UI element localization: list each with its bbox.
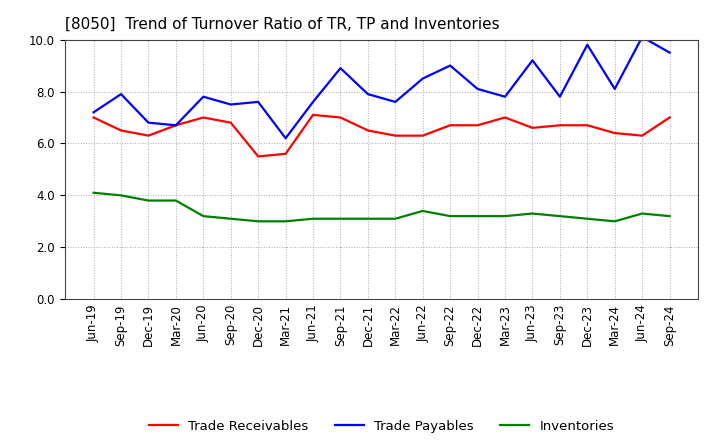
Trade Payables	[144, 120, 153, 125]
Trade Receivables	[528, 125, 537, 131]
Inventories	[89, 190, 98, 195]
Trade Payables	[528, 58, 537, 63]
Trade Payables	[171, 123, 180, 128]
Trade Receivables	[282, 151, 290, 157]
Trade Payables	[391, 99, 400, 105]
Inventories	[418, 208, 427, 213]
Trade Payables	[364, 92, 372, 97]
Trade Payables	[665, 50, 674, 55]
Inventories	[665, 213, 674, 219]
Trade Payables	[117, 92, 125, 97]
Trade Receivables	[144, 133, 153, 138]
Trade Payables	[254, 99, 263, 105]
Inventories	[611, 219, 619, 224]
Inventories	[144, 198, 153, 203]
Inventories	[446, 213, 454, 219]
Inventories	[226, 216, 235, 221]
Inventories	[473, 213, 482, 219]
Inventories	[364, 216, 372, 221]
Trade Payables	[583, 42, 592, 48]
Trade Receivables	[611, 130, 619, 136]
Inventories	[309, 216, 318, 221]
Inventories	[117, 193, 125, 198]
Trade Receivables	[199, 115, 207, 120]
Trade Payables	[418, 76, 427, 81]
Trade Receivables	[364, 128, 372, 133]
Trade Payables	[226, 102, 235, 107]
Inventories	[583, 216, 592, 221]
Trade Payables	[473, 86, 482, 92]
Inventories	[556, 213, 564, 219]
Trade Receivables	[556, 123, 564, 128]
Text: [8050]  Trend of Turnover Ratio of TR, TP and Inventories: [8050] Trend of Turnover Ratio of TR, TP…	[65, 16, 500, 32]
Trade Receivables	[254, 154, 263, 159]
Trade Receivables	[171, 123, 180, 128]
Trade Receivables	[309, 112, 318, 117]
Inventories	[500, 213, 509, 219]
Trade Receivables	[665, 115, 674, 120]
Inventories	[638, 211, 647, 216]
Trade Receivables	[500, 115, 509, 120]
Trade Receivables	[336, 115, 345, 120]
Trade Payables	[282, 136, 290, 141]
Trade Payables	[446, 63, 454, 68]
Trade Payables	[611, 86, 619, 92]
Trade Receivables	[473, 123, 482, 128]
Trade Receivables	[117, 128, 125, 133]
Trade Payables	[556, 94, 564, 99]
Inventories	[171, 198, 180, 203]
Trade Receivables	[226, 120, 235, 125]
Inventories	[528, 211, 537, 216]
Trade Payables	[638, 34, 647, 40]
Line: Trade Payables: Trade Payables	[94, 37, 670, 138]
Inventories	[199, 213, 207, 219]
Trade Receivables	[391, 133, 400, 138]
Trade Payables	[336, 66, 345, 71]
Inventories	[282, 219, 290, 224]
Trade Receivables	[89, 115, 98, 120]
Line: Inventories: Inventories	[94, 193, 670, 221]
Trade Payables	[89, 110, 98, 115]
Trade Receivables	[446, 123, 454, 128]
Trade Payables	[199, 94, 207, 99]
Trade Receivables	[583, 123, 592, 128]
Line: Trade Receivables: Trade Receivables	[94, 115, 670, 156]
Legend: Trade Receivables, Trade Payables, Inventories: Trade Receivables, Trade Payables, Inven…	[143, 415, 620, 438]
Trade Receivables	[418, 133, 427, 138]
Inventories	[336, 216, 345, 221]
Trade Payables	[500, 94, 509, 99]
Inventories	[391, 216, 400, 221]
Trade Receivables	[638, 133, 647, 138]
Inventories	[254, 219, 263, 224]
Trade Payables	[309, 99, 318, 105]
